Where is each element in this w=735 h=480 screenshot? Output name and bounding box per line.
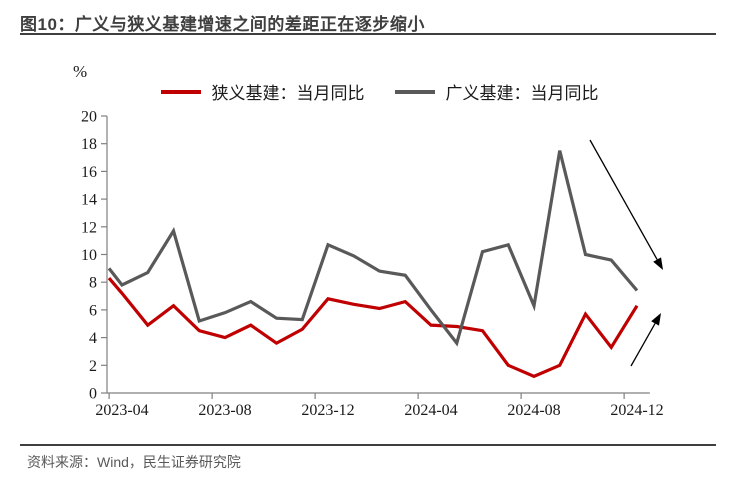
legend-line-swatch-broad-icon [394,89,435,94]
svg-text:2023-08: 2023-08 [198,402,251,419]
svg-text:4: 4 [89,330,97,347]
svg-text:16: 16 [81,164,97,181]
svg-text:2023-04: 2023-04 [95,402,148,419]
svg-text:10: 10 [81,247,97,264]
source-note: 资料来源：Wind，民生证券研究院 [27,454,241,470]
y-axis-unit-label: % [73,62,88,81]
legend-item-broad-infra: 广义基建：当月同比 [394,79,599,104]
svg-text:2024-08: 2024-08 [507,402,560,419]
series-line-0 [107,277,639,379]
annotation-arrow-up [630,313,661,367]
svg-text:12: 12 [81,219,97,236]
footer-divider [20,444,716,446]
legend-label-broad: 广义基建：当月同比 [445,84,599,103]
svg-text:2024-04: 2024-04 [404,402,457,419]
svg-text:2: 2 [89,358,97,375]
svg-text:8: 8 [89,275,97,292]
svg-text:14: 14 [81,192,97,209]
legend-item-narrow-infra: 狭义基建：当月同比 [160,79,365,104]
y-axis-ticks: 0 2 4 6 8 10 12 14 16 18 20 [81,109,107,403]
annotation-arrow-down [589,139,663,270]
x-axis-ticks: 2023-04 2023-08 2023-12 2024-04 2024-08 2024-… [95,393,664,419]
svg-text:6: 6 [89,302,97,319]
svg-text:20: 20 [81,109,97,126]
svg-text:2024-12: 2024-12 [610,402,663,419]
svg-text:0: 0 [89,386,97,403]
legend-label-narrow: 狭义基建：当月同比 [211,84,365,103]
svg-text:2023-12: 2023-12 [301,402,354,419]
figure-title: 图10：广义与狭义基建增速之间的差距正在逐步缩小 [20,15,425,34]
series-line-1 [107,150,639,347]
legend-line-swatch-narrow-icon [160,89,201,94]
chart-legend: 狭义基建：当月同比 广义基建：当月同比 [107,79,652,104]
svg-text:18: 18 [81,136,97,153]
title-divider [20,33,716,35]
